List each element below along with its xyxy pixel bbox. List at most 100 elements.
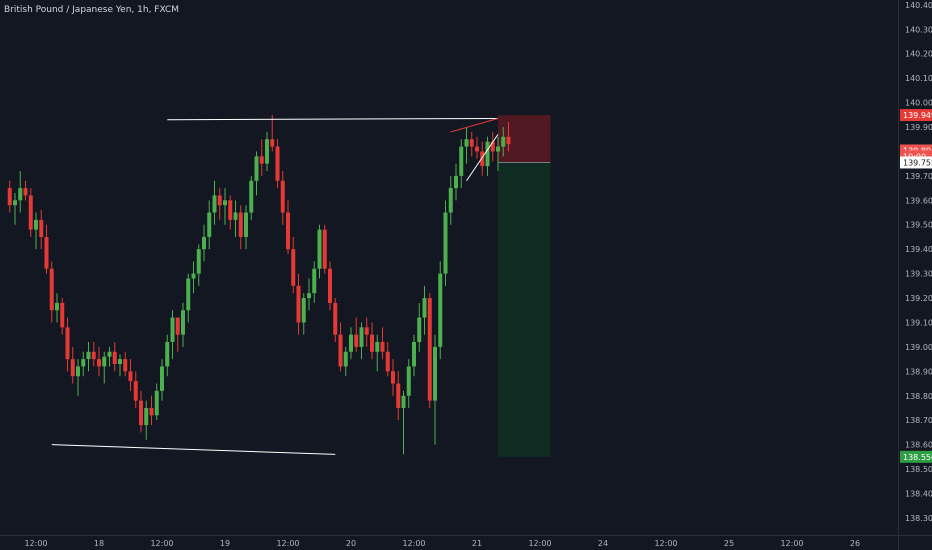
candle-body — [128, 371, 133, 382]
price-tick-label: 138.400 — [905, 489, 932, 498]
candle-body — [385, 351, 390, 372]
candle-body — [165, 342, 170, 367]
price-tick-label: 138.500 — [905, 465, 932, 474]
candle-body — [223, 200, 227, 206]
candle-body — [412, 342, 416, 367]
candle-body — [154, 390, 159, 416]
price-tick-label: 139.900 — [905, 123, 932, 132]
candle-body — [249, 180, 254, 213]
price-tick-label: 140.000 — [905, 99, 932, 108]
candle-body — [39, 219, 44, 237]
entry-price-label-bg — [900, 156, 932, 169]
candle-body — [406, 366, 411, 396]
price-tick-label: 138.300 — [905, 514, 932, 523]
candle-body — [107, 351, 112, 357]
price-tick-label: 139.400 — [905, 245, 932, 254]
price-tick-label: 140.100 — [905, 74, 932, 83]
candle-body — [207, 212, 212, 237]
time-tick-label: 26 — [850, 539, 860, 548]
price-tick-label: 140.300 — [905, 25, 932, 34]
candle-body — [391, 371, 395, 384]
candle-body — [49, 268, 54, 311]
candle-body — [81, 359, 86, 367]
candle-body — [217, 195, 222, 206]
candle-body — [291, 249, 296, 286]
target-price-label: 138.550 — [903, 453, 932, 462]
candle-body — [196, 249, 201, 274]
candle-body — [296, 285, 301, 323]
candle-body — [202, 236, 206, 250]
time-tick-label: 20 — [346, 539, 356, 548]
candle-body — [354, 334, 359, 347]
candle-body — [13, 200, 17, 206]
candle-body — [349, 334, 353, 352]
stop-price-label: 139.949 — [903, 111, 932, 120]
candle-body — [70, 359, 75, 377]
time-tick-label: 25 — [724, 539, 734, 548]
candle-body — [28, 195, 33, 230]
candle-body — [139, 400, 143, 426]
candle-body — [375, 342, 380, 352]
candle-body — [475, 146, 479, 152]
price-tick-label: 140.400 — [905, 1, 932, 10]
candle-body — [181, 310, 185, 335]
target-price-label-bg — [900, 450, 932, 463]
candle-body — [312, 268, 317, 294]
candle-body — [280, 180, 285, 213]
candle-body — [422, 298, 427, 318]
candle-body — [448, 188, 453, 213]
candle-body — [317, 229, 322, 269]
candle-body — [464, 139, 469, 147]
candle-body — [370, 334, 374, 352]
candle-body — [286, 212, 290, 250]
candle-body — [307, 293, 311, 299]
candle-body — [459, 146, 464, 176]
candle-body — [228, 200, 233, 220]
price-tick-label: 139.700 — [905, 172, 932, 181]
candle-body — [301, 298, 306, 323]
candle-body — [338, 334, 343, 367]
time-tick-label: 12:00 — [780, 539, 803, 548]
candle-body — [186, 278, 191, 311]
candle-body — [485, 141, 490, 167]
price-tick-label: 138.900 — [905, 367, 932, 376]
candle-body — [23, 188, 28, 196]
time-tick-label: 19 — [220, 539, 230, 548]
candle-body — [443, 212, 448, 274]
candle-body — [55, 302, 59, 311]
candle-body — [275, 146, 280, 181]
candle-body — [102, 356, 107, 367]
candle-body — [238, 212, 243, 237]
candle-body — [270, 139, 275, 147]
price-tick-label: 138.700 — [905, 416, 932, 425]
time-tick-label: 18 — [94, 539, 104, 548]
candle-body — [380, 342, 385, 352]
candle-body — [433, 346, 437, 401]
candle-body — [76, 366, 80, 377]
candle-body — [34, 219, 38, 230]
candle-body — [454, 175, 458, 189]
candle-body — [18, 188, 23, 201]
candle-body — [254, 156, 259, 181]
trendline — [51, 444, 336, 455]
candle-body — [170, 317, 175, 343]
price-tick-label: 139.100 — [905, 318, 932, 327]
trendline — [466, 134, 499, 182]
time-tick-label: 21 — [472, 539, 482, 548]
candle-body — [259, 156, 264, 164]
price-tick-label: 139.200 — [905, 294, 932, 303]
time-tick-label: 12:00 — [654, 539, 677, 548]
candle-body — [322, 229, 327, 269]
candle-body — [328, 268, 332, 303]
candle-body — [343, 351, 348, 367]
price-tick-label: 140.200 — [905, 50, 932, 59]
time-tick-label: 12:00 — [402, 539, 425, 548]
time-tick-label: 12:00 — [276, 539, 299, 548]
trendline — [167, 117, 499, 121]
candle-body — [333, 302, 338, 335]
candle-body — [97, 359, 101, 367]
time-tick-label: 12:00 — [528, 539, 551, 548]
candle-body — [86, 351, 91, 360]
